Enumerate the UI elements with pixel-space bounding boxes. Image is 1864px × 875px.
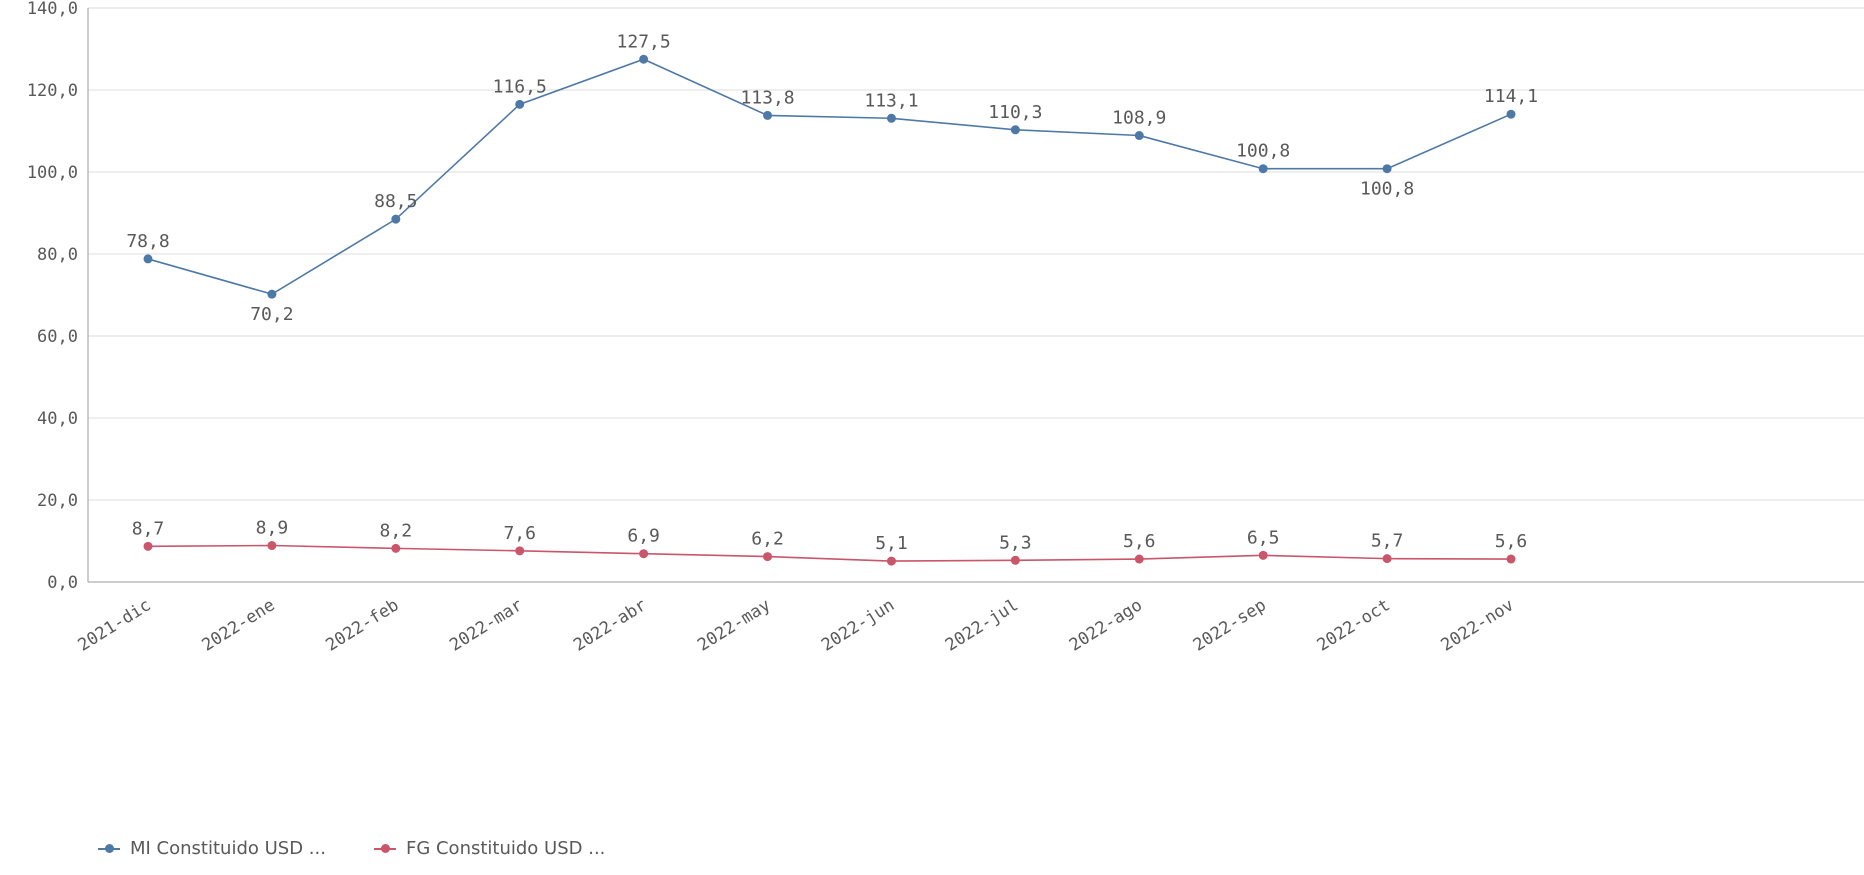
data-point [1382,164,1392,174]
x-tick-label: 2022-sep [1190,595,1270,655]
data-point [763,110,773,120]
data-point [886,556,896,566]
legend-label: FG Constituido USD ... [405,838,606,859]
data-label: 113,1 [864,90,918,111]
legend: MI Constituido USD ... FG Constituido US… [98,838,605,859]
data-label: 78,8 [126,231,169,252]
x-tick-label: 2022-may [694,595,774,655]
data-label: 5,3 [999,532,1032,553]
y-tick-label: 20,0 [37,491,78,511]
data-point [143,254,153,264]
data-point [391,214,401,224]
data-point [1382,554,1392,564]
y-tick-label: 140,0 [27,0,78,19]
y-tick-label: 0,0 [47,573,78,593]
data-label: 5,1 [875,533,908,554]
data-label: 88,5 [374,191,417,212]
data-label: 100,8 [1360,179,1414,200]
data-point [1010,555,1020,565]
data-label: 5,7 [1371,531,1404,552]
data-point [886,113,896,123]
data-point [639,54,649,64]
data-label: 114,1 [1484,86,1538,107]
line-chart: 0,0 20,0 40,0 60,0 80,0 100,0 120,0 140,0 2021-d… [27,0,1864,656]
data-point [639,549,649,559]
data-point [1506,554,1516,564]
data-label: 5,6 [1123,531,1156,552]
data-label: 116,5 [493,76,547,97]
y-tick-label: 60,0 [37,327,78,347]
data-point [1258,550,1268,560]
data-point [515,546,525,556]
legend-item-fg[interactable]: FG Constituido USD ... [373,838,606,859]
data-label: 70,2 [250,304,293,325]
x-tick-label: 2022-jul [942,595,1022,655]
data-label: 6,9 [627,526,660,547]
data-point [1134,131,1144,141]
y-tick-label: 100,0 [27,163,78,183]
data-point [1258,164,1268,174]
x-tick-label: 2022-feb [322,595,402,655]
series-line [147,58,1512,296]
data-point [1506,109,1516,119]
data-point [515,99,525,109]
data-point [763,552,773,562]
legend-marker-icon [373,843,396,854]
series-line [147,544,1512,562]
legend-marker-dot [105,843,114,853]
x-tick-label: 2022-abr [570,595,650,655]
y-tick-label: 40,0 [37,409,78,429]
x-tick-label: 2022-mar [446,595,526,655]
data-label: 8,2 [380,520,413,541]
data-label: 108,9 [1112,108,1166,129]
data-point [267,289,277,299]
data-point [267,541,277,551]
x-tick-label: 2022-nov [1438,595,1518,655]
legend-marker-dot [380,843,390,853]
legend-label: MI Constituido USD ... [130,838,326,859]
y-tick-label: 120,0 [27,81,78,101]
x-tick-label: 2021-dic [75,595,155,655]
data-point [1010,125,1020,135]
data-label: 113,8 [740,87,794,108]
data-label: 7,6 [503,523,536,544]
data-point [391,543,401,553]
x-tick-label: 2022-ago [1066,595,1146,655]
data-label: 8,9 [256,518,289,539]
data-label: 100,8 [1236,141,1290,162]
data-point [1134,554,1144,564]
data-label: 110,3 [988,102,1042,123]
x-tick-label: 2022-oct [1314,595,1394,655]
data-label: 6,2 [751,529,784,550]
data-label: 6,5 [1247,527,1280,548]
x-tick-label: 2022-jun [818,595,898,655]
legend-item-mi[interactable]: MI Constituido USD ... [98,838,326,859]
data-point [143,541,153,551]
data-label: 5,6 [1495,531,1528,552]
legend-marker-icon [98,843,120,854]
data-label: 8,7 [132,518,165,539]
data-label: 127,5 [617,31,671,52]
y-tick-label: 80,0 [37,245,78,265]
x-tick-label: 2022-ene [199,595,279,655]
